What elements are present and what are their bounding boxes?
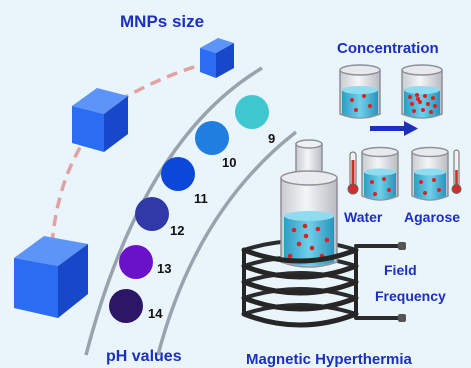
beaker-water (361, 146, 399, 201)
beaker-agarose (411, 146, 449, 201)
thermometer-right-icon (451, 149, 462, 194)
ph-label-9: 9 (268, 131, 275, 146)
induction-coil (241, 247, 359, 328)
ph-values-label: pH values (106, 348, 182, 365)
mnps-size-label: MNPs size (120, 12, 204, 31)
field-label: Field (384, 262, 417, 278)
sample-tube (280, 139, 338, 268)
ph-dot-10 (195, 121, 229, 155)
ph-dot-13 (119, 245, 153, 279)
thermometer-left-icon (347, 151, 359, 195)
ph-label-13: 13 (157, 261, 171, 276)
beaker-high-concentration (401, 64, 443, 119)
ph-label-12: 12 (170, 223, 184, 238)
ph-series: 9 10 11 12 13 14 (109, 95, 275, 323)
water-label: Water (344, 209, 383, 225)
cube-small (200, 38, 234, 78)
frequency-label: Frequency (375, 288, 446, 304)
ph-dot-11 (161, 157, 195, 191)
ph-dot-12 (135, 197, 169, 231)
ph-dot-9 (235, 95, 269, 129)
arc-outer (156, 130, 298, 356)
coil-terminal-bottom (398, 314, 406, 322)
agarose-label: Agarose (404, 209, 460, 225)
concentration-label: Concentration (337, 40, 439, 57)
ph-dot-14 (109, 289, 143, 323)
ph-label-14: 14 (148, 306, 163, 321)
concentration-arrow (370, 121, 418, 136)
ph-label-11: 11 (194, 191, 208, 206)
cube-large (14, 236, 88, 318)
magnetic-hyperthermia-label: Magnetic Hyperthermia (246, 351, 413, 368)
beaker-low-concentration (339, 64, 381, 119)
ph-label-10: 10 (222, 155, 236, 170)
size-dashed-arc (50, 60, 213, 245)
coil-terminal-top (398, 242, 406, 250)
coil-leads (354, 244, 404, 320)
arc-inner (84, 66, 263, 356)
cube-medium (72, 88, 128, 152)
